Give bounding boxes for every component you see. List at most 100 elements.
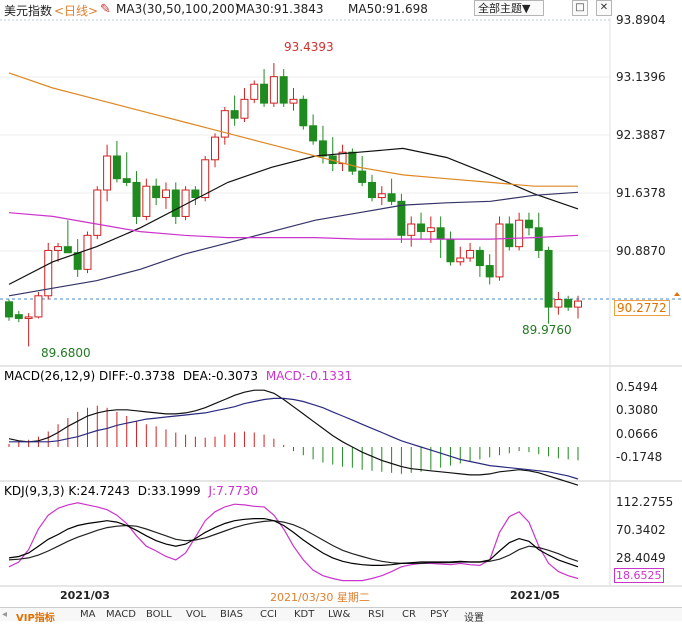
tab-ma[interactable]: MA (80, 609, 96, 620)
candle-body (211, 136, 220, 161)
price-tick: 91.6378 (616, 186, 666, 200)
ma-line-ma100 (8, 212, 579, 240)
candle-body (5, 301, 13, 318)
kdj-j: J:7.7730 (208, 484, 259, 498)
candle-body (524, 219, 533, 229)
maximize-icon[interactable]: □ (572, 0, 588, 16)
candle-body (299, 98, 308, 127)
candle-body (358, 170, 367, 183)
macd-tick: 0.3080 (616, 403, 658, 417)
date-tick: 2021/03 (60, 589, 110, 602)
chart-header: 美元指数 <日线> ✎ MA3(30,50,100,200) MA30:91.3… (0, 0, 682, 18)
kdj-d: D:33.1999 (137, 484, 201, 498)
macd-dea-line (9, 397, 579, 480)
kdj-header: KDJ(9,3,3) K:24.7243 D:33.1999 J:7.7730 (4, 484, 258, 498)
candle-body (407, 223, 416, 236)
ma-line-ma30 (8, 147, 579, 285)
candle-body (220, 110, 229, 138)
theme-dropdown-button[interactable]: 全部主题▼ (474, 0, 544, 16)
date-tick: 2021/05 (510, 589, 560, 602)
kdj-j-tag: 18.6525 (614, 568, 664, 583)
candle-body (446, 238, 455, 263)
macd-value: MACD:-0.1331 (265, 369, 353, 383)
kdj-k-line (8, 517, 579, 568)
candle-body (574, 300, 582, 308)
indicator-tab-bar: ◂ VIP指标 MA MACD BOLL VOL BIAS CCI KDT LW… (0, 607, 682, 624)
macd-plot (8, 389, 579, 486)
candle-body (485, 265, 494, 278)
candle-body (505, 223, 514, 248)
tab-psy[interactable]: PSY (430, 609, 449, 620)
kdj-tick: 70.3402 (616, 523, 666, 537)
candle-body (466, 249, 475, 259)
candle-body (112, 155, 121, 180)
period-selector[interactable]: <日线> (54, 4, 99, 18)
price-tick: 93.8904 (616, 13, 666, 27)
candle-body (279, 76, 288, 104)
candlestick-plot (5, 63, 582, 347)
tab-kdt[interactable]: KDT (294, 609, 315, 620)
crosshair-date: 2021/03/30 星期二 (270, 591, 370, 604)
tab-left-arrow-icon[interactable]: ◂ (2, 609, 8, 620)
candle-body (161, 189, 170, 199)
tab-cci[interactable]: CCI (260, 609, 277, 620)
low-label: 89.6800 (41, 346, 91, 360)
candle-body (309, 125, 318, 142)
close-icon[interactable]: ✕ (596, 0, 612, 16)
candle-body (230, 110, 239, 119)
candle-body (24, 316, 33, 319)
candle-body (63, 246, 72, 254)
instrument-title: 美元指数 (4, 4, 53, 18)
candle-body (397, 200, 406, 236)
candle-body (171, 189, 180, 217)
candle-body (152, 185, 161, 199)
candle-body (34, 295, 43, 318)
candle-body (240, 98, 249, 119)
candle-body (417, 223, 426, 233)
tab-settings[interactable]: 设置 (464, 613, 484, 624)
pencil-icon[interactable]: ✎ (100, 2, 111, 17)
moving-average-lines (8, 72, 579, 297)
tab-macd[interactable]: MACD (106, 609, 136, 620)
candle-body (269, 76, 278, 104)
candle-body (348, 151, 357, 172)
candle-body (181, 189, 190, 217)
price-marker-icon (674, 292, 680, 296)
tab-boll[interactable]: BOLL (146, 609, 172, 620)
candle-body (54, 246, 63, 251)
candle-body (426, 227, 435, 233)
candle-body (83, 234, 92, 270)
macd-diff-line (8, 389, 579, 486)
candle-body (191, 189, 200, 199)
tab-vip[interactable]: VIP指标 (16, 613, 55, 624)
high-label: 93.4393 (284, 40, 334, 54)
macd-dea: DEA:-0.3073 (182, 369, 258, 383)
ma50-value: MA50:91.698 (348, 2, 428, 16)
tab-bias[interactable]: BIAS (220, 609, 243, 620)
candle-body (289, 98, 298, 104)
candle-body (260, 83, 269, 104)
price-tick: 93.1396 (616, 70, 666, 84)
candle-body (103, 155, 112, 191)
candle-body (367, 181, 376, 199)
candle-body (122, 178, 131, 183)
tab-rsi[interactable]: RSI (368, 609, 385, 620)
candle-body (495, 223, 504, 278)
candle-body (456, 257, 465, 263)
candle-body (142, 185, 151, 217)
macd-tick: 0.5494 (616, 380, 658, 394)
macd-name: MACD(26,12,9) (4, 369, 96, 383)
chart-canvas[interactable] (0, 0, 682, 607)
tab-lw[interactable]: LW& (328, 609, 351, 620)
candle-body (377, 193, 386, 199)
candle-body (564, 299, 573, 308)
candle-body (318, 140, 327, 157)
candle-body (544, 249, 553, 308)
current-price-tag: 90.2772 (614, 300, 670, 316)
recent-low-label: 89.9760 (522, 323, 572, 337)
tab-vol[interactable]: VOL (186, 609, 207, 620)
price-tick: 92.3887 (616, 128, 666, 142)
tab-cr[interactable]: CR (402, 609, 416, 620)
candle-body (515, 219, 524, 248)
macd-tick: 0.0666 (616, 427, 658, 441)
